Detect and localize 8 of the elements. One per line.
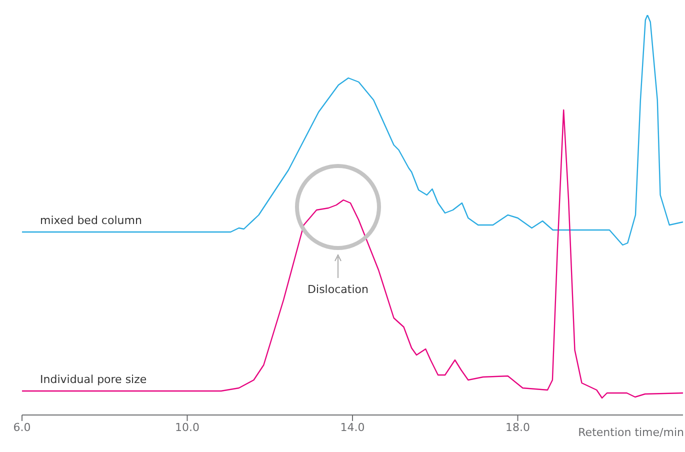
x-axis-title: Retention time/min [578, 426, 684, 439]
x-tick-label: 18.0 [506, 420, 530, 434]
x-tick-label: 14.0 [340, 420, 365, 434]
series-label: mixed bed column [40, 214, 142, 227]
x-tick-label: 6.0 [13, 420, 31, 434]
series-label: Individual pore size [40, 373, 147, 386]
x-tick-label: 10.0 [175, 420, 200, 434]
annotation: Dislocation [308, 283, 368, 296]
